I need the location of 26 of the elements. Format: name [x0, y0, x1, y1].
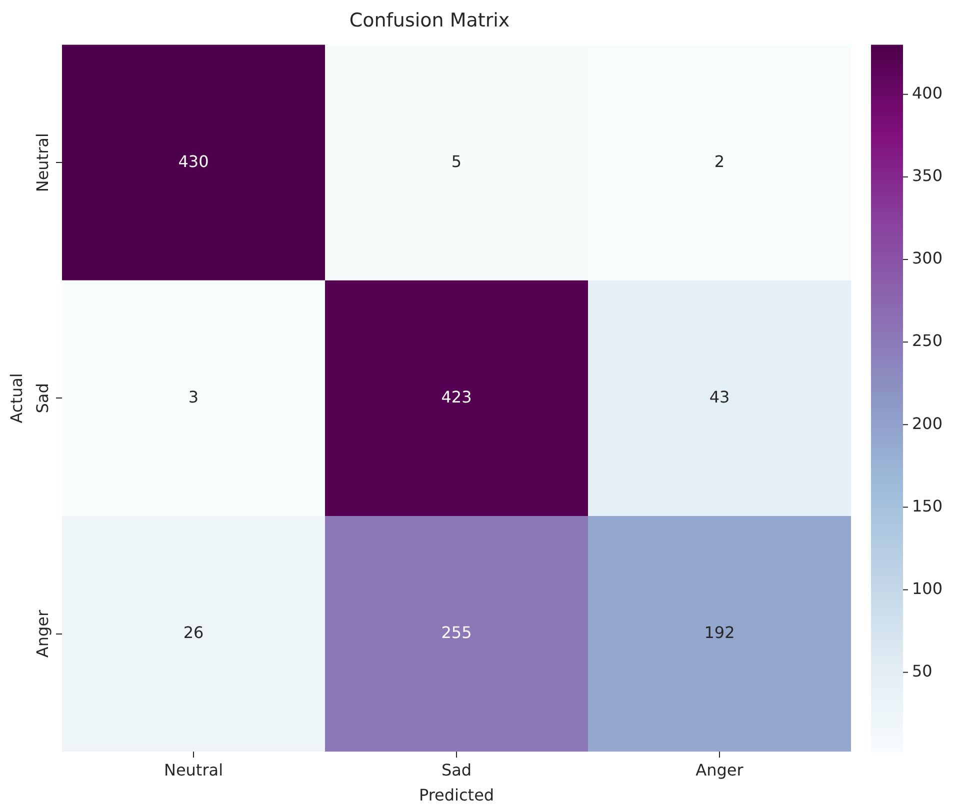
color-bar-label: 50: [912, 661, 932, 680]
data-label: 5: [451, 152, 462, 171]
color-bar-label: 300: [912, 248, 943, 268]
data-label: 255: [441, 622, 472, 642]
data-label: 430: [178, 152, 209, 171]
x-tick-label: Sad: [441, 760, 472, 780]
data-label: 192: [704, 622, 735, 642]
x-tick-label: Anger: [696, 760, 744, 780]
y-tick-label: Sad: [33, 383, 52, 414]
data-label: 3: [188, 387, 199, 406]
data-label: 2: [714, 152, 725, 171]
chart-title: Confusion Matrix: [349, 9, 510, 32]
x-axis-title: Predicted: [418, 786, 494, 805]
color-bar-label: 200: [912, 414, 943, 433]
y-tick-label: Neutral: [33, 133, 52, 192]
color-bar-label: 100: [912, 578, 943, 598]
data-label: 43: [709, 387, 730, 406]
color-bar-label: 250: [912, 331, 943, 350]
color-bar-label: 350: [912, 166, 943, 186]
color-bar-label: 400: [912, 84, 943, 102]
y-tick-label: Anger: [33, 610, 52, 658]
x-tick-label: Neutral: [164, 760, 224, 780]
y-axis-title: Actual: [6, 373, 26, 424]
color-bar-label: 150: [912, 496, 943, 516]
data-label: 423: [441, 387, 472, 406]
data-label: 26: [183, 622, 204, 642]
